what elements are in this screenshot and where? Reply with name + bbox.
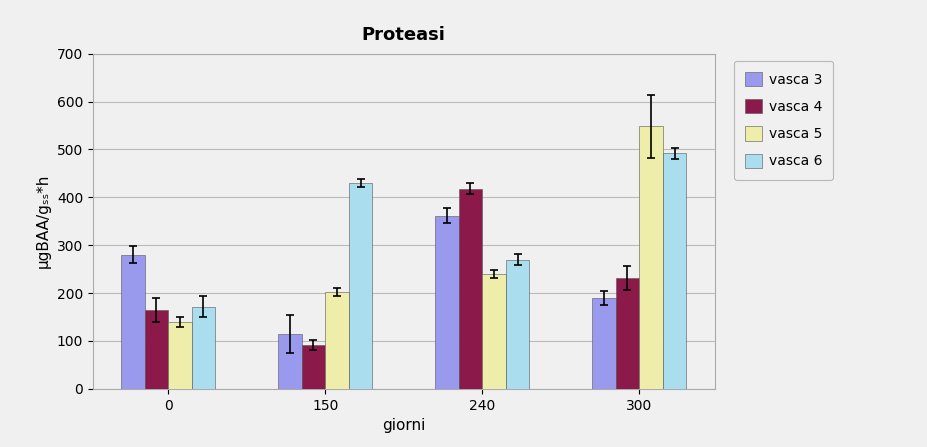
Title: Proteasi: Proteasi — [362, 26, 445, 44]
Bar — [591, 298, 615, 389]
Bar — [662, 153, 686, 389]
Bar — [505, 260, 528, 389]
Y-axis label: µgBAA/gₛₛ*h: µgBAA/gₛₛ*h — [36, 174, 51, 269]
Legend: vasca 3, vasca 4, vasca 5, vasca 6: vasca 3, vasca 4, vasca 5, vasca 6 — [733, 61, 832, 180]
Bar — [121, 255, 145, 389]
Bar — [301, 345, 324, 389]
Bar — [435, 215, 458, 389]
Bar — [482, 274, 505, 389]
Bar — [639, 127, 662, 389]
Bar — [349, 183, 372, 389]
Bar — [145, 310, 168, 389]
Bar — [615, 278, 639, 389]
Bar — [192, 307, 215, 389]
Bar — [168, 322, 192, 389]
Bar — [324, 292, 349, 389]
Bar — [458, 189, 482, 389]
X-axis label: giorni: giorni — [382, 418, 425, 433]
Bar — [278, 334, 301, 389]
